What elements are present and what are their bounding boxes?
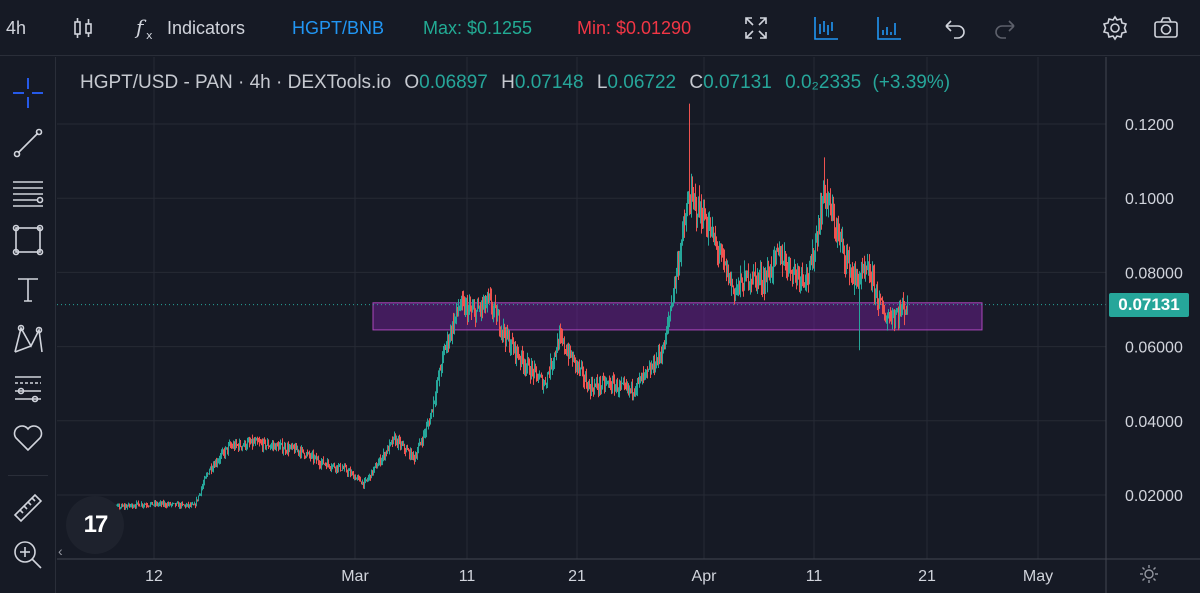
symbol-title: HGPT/USD - PAN · 4h · DEXTools.io — [80, 72, 392, 93]
legend-open-key: O — [404, 72, 420, 93]
fib-icon[interactable] — [8, 172, 48, 212]
legend-high-key: H — [501, 72, 515, 93]
collapse-toolbar-icon[interactable]: ‹ — [58, 543, 63, 559]
chart-legend: HGPT/USD - PAN · 4h · DEXTools.io O0.068… — [80, 70, 950, 96]
line-mode-icon[interactable] — [874, 12, 904, 44]
fullscreen-icon[interactable] — [741, 12, 771, 44]
y-tick-label: 0.04000 — [1125, 414, 1183, 431]
time-axis: 12 Mar 11 21 Apr 11 21 May — [145, 568, 1053, 585]
legend-high: 0.07148 — [514, 72, 584, 93]
bar-mode-icon[interactable] — [811, 12, 841, 44]
x-tick-label: Mar — [341, 568, 369, 585]
settings-icon[interactable] — [1100, 12, 1130, 44]
heart-icon[interactable] — [8, 418, 48, 458]
x-tick-label: 11 — [459, 568, 476, 585]
min-price: Min: $0.01290 — [577, 18, 692, 38]
legend-volume: 0.0₂2335 — [785, 72, 862, 93]
candles-icon[interactable] — [68, 12, 98, 44]
trendline-icon[interactable] — [8, 123, 48, 163]
legend-low-key: L — [596, 72, 608, 93]
drawing-toolbar — [0, 57, 56, 593]
crosshair-icon[interactable] — [8, 73, 48, 113]
candles — [69, 103, 908, 521]
y-tick-label: 0.08000 — [1125, 265, 1183, 282]
y-tick-label: 0.06000 — [1125, 340, 1183, 357]
legend-close: 0.07131 — [703, 72, 772, 93]
toolbar-divider — [8, 475, 48, 476]
legend-open: 0.06897 — [419, 72, 488, 93]
legend-change: (+3.39%) — [872, 72, 951, 93]
undo-icon[interactable] — [939, 12, 969, 44]
pattern-icon[interactable] — [8, 319, 48, 359]
pair-label[interactable]: HGPT/BNB — [292, 18, 385, 38]
x-tick-label: 11 — [806, 568, 823, 585]
camera-icon[interactable] — [1151, 12, 1181, 44]
x-tick-label: 21 — [568, 568, 586, 585]
text-icon[interactable] — [8, 269, 48, 309]
max-price: Max: $0.1255 — [423, 18, 533, 38]
forecast-icon[interactable] — [8, 368, 48, 408]
legend-close-key: C — [689, 72, 704, 93]
redo-icon[interactable] — [991, 12, 1021, 44]
price-axis: 0.02000 0.04000 0.06000 0.08000 0.1000 0.1200 — [1125, 117, 1183, 505]
x-tick-label: May — [1023, 568, 1053, 585]
x-tick-label: Apr — [692, 568, 718, 585]
legend-low: 0.06722 — [607, 72, 677, 93]
ruler-icon[interactable] — [8, 488, 48, 528]
interval-selector[interactable]: 4h — [6, 18, 27, 38]
y-tick-label: 0.1200 — [1125, 117, 1174, 134]
indicators-button[interactable]: Indicators — [167, 18, 246, 38]
x-tick-label: 21 — [918, 568, 936, 585]
candlestick-chart[interactable]: 0.02000 0.04000 0.06000 0.08000 0.1000 0.1200… — [57, 57, 1200, 593]
y-tick-label: 0.1000 — [1125, 191, 1174, 208]
rectangle-icon[interactable] — [8, 220, 48, 260]
last-price-badge: 0.07131 — [1109, 293, 1189, 317]
axis-settings-icon[interactable] — [1140, 565, 1158, 583]
y-tick-label: 0.02000 — [1125, 488, 1183, 505]
zoom-icon[interactable] — [8, 535, 48, 575]
tradingview-logo[interactable]: 17 — [66, 496, 124, 554]
svg-text:x: x — [146, 29, 153, 42]
x-tick-label: 12 — [145, 568, 163, 585]
